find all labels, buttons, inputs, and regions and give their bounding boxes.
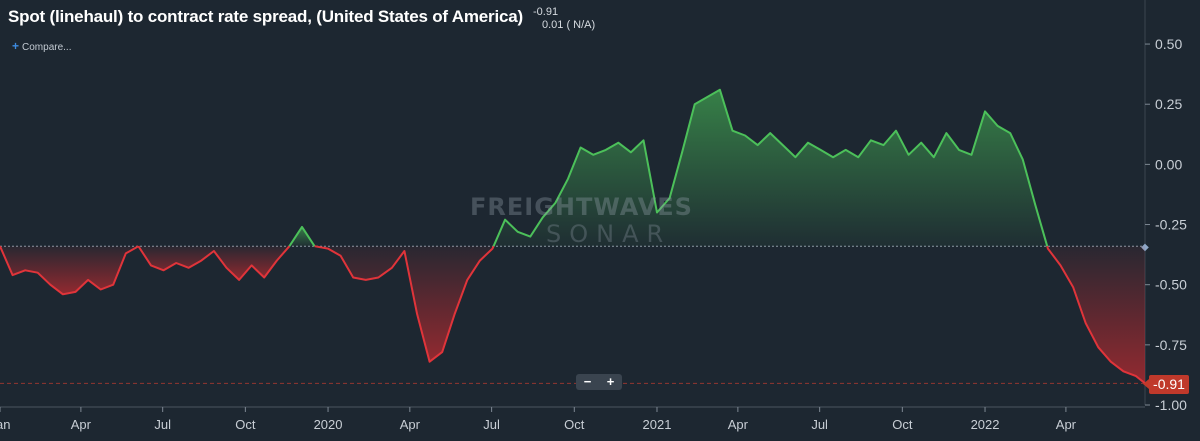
y-tick-label: 0.50	[1155, 36, 1182, 52]
negative-area	[0, 246, 139, 295]
x-tick-label: Jul	[811, 417, 828, 432]
negative-line	[0, 245, 139, 296]
x-tick-label: 2020	[314, 417, 343, 432]
plus-icon: +	[12, 39, 20, 53]
zoom-controls: − +	[576, 374, 622, 390]
y-tick-label: -1.00	[1155, 397, 1187, 413]
x-tick-label: Jul	[154, 417, 171, 432]
series-lines	[0, 88, 1146, 385]
chart-title: Spot (linehaul) to contract rate spread,…	[8, 7, 523, 26]
y-tick-label: 0.00	[1155, 156, 1182, 172]
negative-area	[314, 246, 494, 362]
negative-line	[1046, 245, 1146, 385]
x-tick-label: Apr	[1056, 417, 1077, 432]
y-tick-label: -0.75	[1155, 337, 1187, 353]
y-tick-label: -0.25	[1155, 217, 1187, 233]
y-tick-label: 0.25	[1155, 96, 1182, 112]
compare-button[interactable]: + Compare...	[12, 39, 71, 53]
x-tick-label: Oct	[564, 417, 585, 432]
x-tick-label: 2022	[971, 417, 1000, 432]
x-tick-label: Jan	[0, 417, 10, 432]
last-value-badge: -0.91	[1143, 375, 1189, 394]
current-value: -0.91	[533, 6, 559, 18]
x-tick-label: Apr	[400, 417, 421, 432]
change-value: 0.01 ( N/A)	[542, 19, 596, 31]
x-tick-label: Apr	[728, 417, 749, 432]
x-axis: Jan Apr Jul Oct 2020 Apr Jul Oct 2021 Apr Jul Oct 20…	[0, 406, 1145, 432]
negative-area	[1047, 246, 1145, 384]
y-tick-label: -0.50	[1155, 277, 1187, 293]
positive-line	[492, 88, 1049, 247]
x-tick-label: Oct	[235, 417, 256, 432]
x-tick-label: 2021	[643, 417, 672, 432]
positive-line	[288, 225, 316, 247]
positive-area	[493, 89, 1048, 247]
x-tick-label: Oct	[892, 417, 913, 432]
negative-area	[138, 246, 290, 280]
x-tick-label: Apr	[71, 417, 92, 432]
positive-area	[289, 226, 315, 247]
negative-line	[137, 245, 291, 281]
area-fills	[0, 89, 1145, 384]
compare-label: Compare...	[22, 42, 72, 53]
baseline-handle: ◆	[1141, 242, 1149, 253]
negative-line	[314, 245, 495, 363]
y-axis: 0.50 0.25 0.00 -0.25 -0.50 -0.75 -1.00	[1145, 36, 1187, 413]
x-tick-label: Jul	[483, 417, 500, 432]
zoom-out-button[interactable]: −	[583, 374, 592, 389]
watermark-freightwaves: FREIGHTWAVES	[470, 193, 693, 221]
zoom-in-button[interactable]: +	[606, 374, 615, 389]
watermark-sonar: SONAR	[546, 220, 672, 248]
